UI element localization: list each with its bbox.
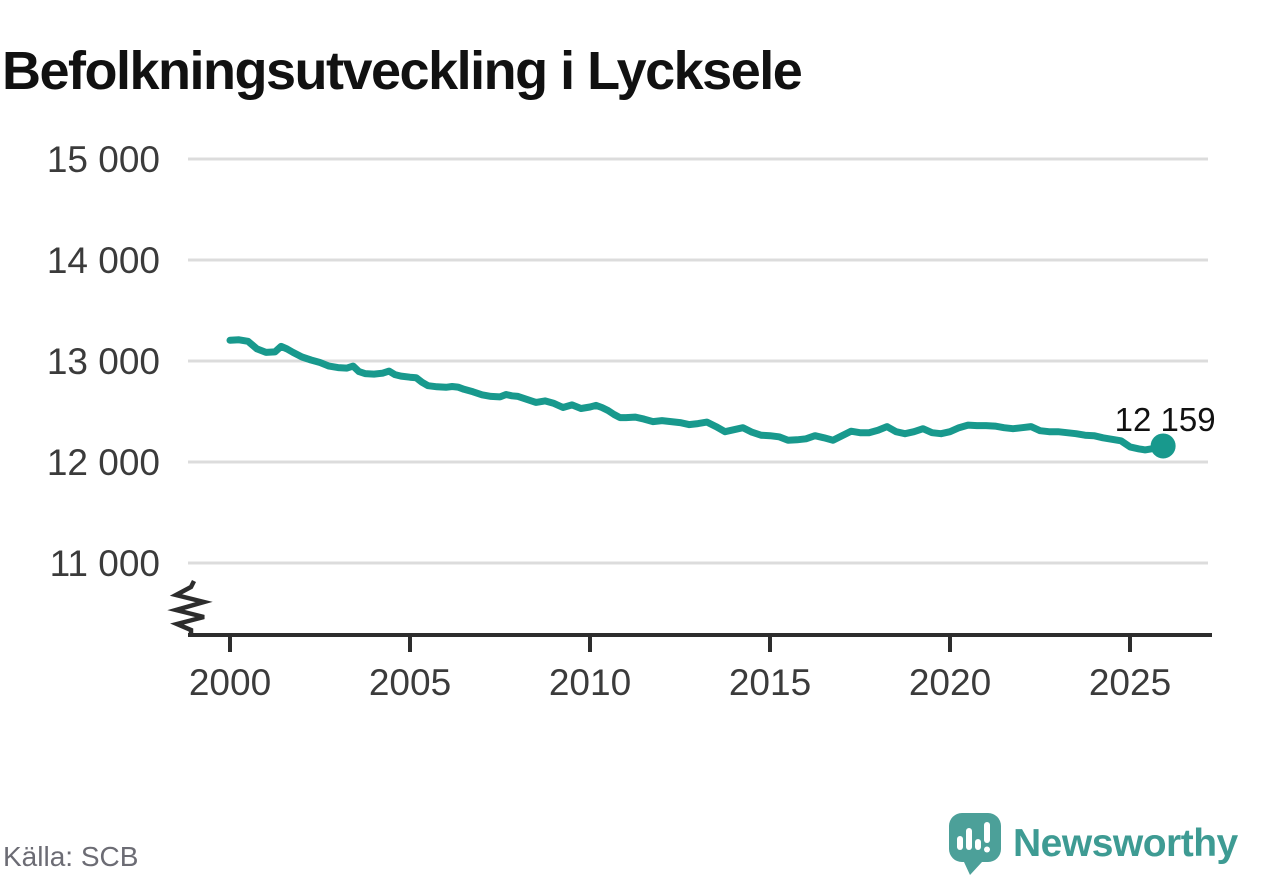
y-axis-break-icon xyxy=(167,579,213,636)
y-tick-label: 13 000 xyxy=(47,341,160,382)
y-tick-label: 11 000 xyxy=(50,543,160,584)
endpoint-marker xyxy=(1150,433,1176,459)
bar-chart-bar-3 xyxy=(975,839,981,850)
bar-chart-bar-2 xyxy=(966,828,972,850)
x-tick-label: 2020 xyxy=(909,662,991,703)
x-tick-label: 2015 xyxy=(729,662,811,703)
exclamation-bar xyxy=(984,822,990,843)
x-tick-label: 2005 xyxy=(369,662,451,703)
endpoint-value-label: 12 159 xyxy=(1115,401,1216,438)
population-line xyxy=(226,336,1167,454)
page-title: Befolkningsutveckling i Lycksele xyxy=(2,41,803,102)
source-note: Källa: SCB xyxy=(3,841,139,872)
y-tick-label: 12 000 xyxy=(47,442,160,483)
bar-chart-bar-1 xyxy=(957,836,963,850)
x-tick-label: 2010 xyxy=(549,662,631,703)
newsworthy-logo-text: Newsworthy xyxy=(1013,822,1238,865)
newsworthy-logo: Newsworthy xyxy=(948,812,1238,876)
x-tick-label: 2025 xyxy=(1089,662,1171,703)
y-tick-label: 14 000 xyxy=(47,240,160,281)
y-tick-label: 15 000 xyxy=(47,139,160,180)
x-tick-label: 2000 xyxy=(189,662,271,703)
exclamation-dot xyxy=(984,846,990,853)
newsworthy-logo-icon xyxy=(949,813,1001,875)
